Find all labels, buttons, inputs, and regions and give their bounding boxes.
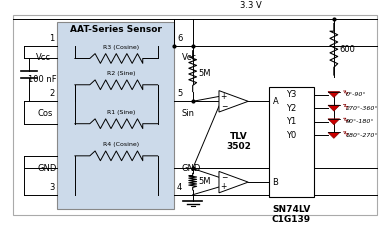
Text: 5M: 5M: [199, 177, 211, 186]
Polygon shape: [328, 132, 340, 138]
Text: R2 (Sine): R2 (Sine): [107, 71, 135, 76]
Text: 90°-180°: 90°-180°: [346, 119, 374, 124]
Text: 0°-90°: 0°-90°: [346, 92, 366, 97]
Polygon shape: [328, 92, 340, 97]
Polygon shape: [219, 172, 248, 193]
Text: GND: GND: [38, 164, 57, 173]
Text: AAT-Series Sensor: AAT-Series Sensor: [70, 25, 162, 34]
Text: Sin: Sin: [182, 109, 195, 118]
Text: −: −: [221, 102, 227, 111]
Polygon shape: [219, 91, 248, 112]
Text: 1: 1: [49, 34, 55, 43]
Text: 5M: 5M: [199, 69, 211, 78]
Text: Y2: Y2: [286, 104, 296, 113]
Text: Cos: Cos: [38, 109, 53, 118]
Text: 100 nF: 100 nF: [28, 75, 57, 85]
Text: Y1: Y1: [286, 117, 296, 126]
Bar: [57, 22, 174, 209]
Text: Vcc: Vcc: [182, 53, 197, 62]
Text: +: +: [221, 92, 227, 101]
Text: R4 (Cosine): R4 (Cosine): [103, 142, 139, 147]
Text: R1 (Sine): R1 (Sine): [107, 110, 135, 115]
Text: −: −: [221, 173, 227, 182]
Polygon shape: [328, 105, 340, 111]
Text: 270°-360°: 270°-360°: [346, 106, 378, 111]
Text: GND: GND: [182, 164, 201, 173]
Polygon shape: [328, 119, 340, 125]
Text: Y0: Y0: [286, 131, 296, 140]
Text: SN74LV
C1G139: SN74LV C1G139: [272, 204, 311, 224]
Text: A: A: [273, 97, 278, 106]
Text: R3 (Cosine): R3 (Cosine): [103, 45, 139, 50]
Text: 180°-270°: 180°-270°: [346, 133, 378, 138]
Text: +: +: [221, 183, 227, 191]
Bar: [12, 15, 377, 215]
Text: 3.3 V: 3.3 V: [240, 1, 262, 10]
Text: 2: 2: [49, 89, 55, 98]
Text: 6: 6: [177, 34, 183, 43]
Bar: [269, 87, 314, 197]
Text: Vcc: Vcc: [36, 53, 51, 62]
Text: TLV
3502: TLV 3502: [226, 132, 251, 151]
Text: B: B: [273, 178, 278, 187]
Text: Y3: Y3: [286, 90, 296, 99]
Text: 5: 5: [177, 89, 183, 98]
Text: 600: 600: [340, 45, 356, 54]
Text: 3: 3: [49, 183, 55, 192]
Text: 4: 4: [177, 183, 183, 192]
